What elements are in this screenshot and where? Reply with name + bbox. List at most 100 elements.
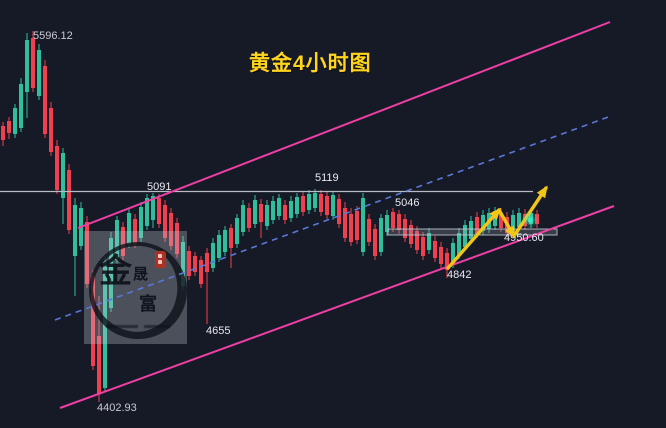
watermark-char-2: 晟 <box>133 267 149 283</box>
candle-body <box>241 205 245 232</box>
price-label: 5046 <box>395 197 419 209</box>
candle-body <box>181 242 185 286</box>
candle-body <box>217 235 221 258</box>
candle-body <box>283 205 287 220</box>
candle-body <box>277 198 281 216</box>
candle-body <box>13 108 17 134</box>
candle-body <box>325 196 329 215</box>
candle-body <box>19 84 23 128</box>
candle-body <box>511 215 515 231</box>
candle-body <box>133 219 137 244</box>
candle-body <box>211 243 215 268</box>
candle-body <box>109 238 113 308</box>
candle-body <box>373 229 377 256</box>
candle-body <box>67 170 71 230</box>
candle-body <box>253 200 257 224</box>
watermark-char-3: 富 <box>139 294 157 314</box>
candle-body <box>295 197 299 214</box>
candle-body <box>55 146 59 190</box>
candle-body <box>73 205 77 256</box>
support-zone-box[interactable] <box>387 228 558 236</box>
candle-body <box>61 153 65 198</box>
candle-body <box>313 193 317 208</box>
price-label: 4842 <box>447 269 471 281</box>
watermark-smalltext-right <box>144 325 170 328</box>
candle-body <box>337 199 341 224</box>
candle-body <box>499 213 503 228</box>
candle-body <box>265 205 269 226</box>
candle-body <box>289 201 293 218</box>
candle-body <box>319 194 323 212</box>
candle-body <box>115 220 119 260</box>
price-label: 5091 <box>147 181 171 193</box>
candle-body <box>49 108 53 152</box>
candle-body <box>259 204 263 222</box>
watermark-red-seal-icon <box>155 251 166 268</box>
candle-body <box>175 223 179 254</box>
candle-body <box>421 237 425 256</box>
forecast-down-2-arrowhead <box>505 225 516 239</box>
candle-body <box>1 126 5 140</box>
candle-body <box>169 213 173 246</box>
candle-body <box>439 247 443 264</box>
candle-body <box>247 208 251 228</box>
candle-body <box>271 201 275 220</box>
forecast-up-3-arrowhead <box>536 185 548 199</box>
candle-body <box>121 227 125 256</box>
candle-body <box>307 194 311 210</box>
watermark-char-main: 金 <box>99 254 132 290</box>
channel-upper-trendline[interactable] <box>77 21 611 229</box>
candle-body <box>43 66 47 134</box>
analyst-watermark: 金 晟 富 <box>78 231 198 350</box>
candle-body <box>91 276 95 366</box>
candle-body <box>331 195 335 216</box>
price-label: 4655 <box>206 325 230 337</box>
candle-body <box>151 196 155 220</box>
candle-body <box>415 231 419 250</box>
candle-body <box>85 222 89 284</box>
candle-body <box>535 214 539 224</box>
candle-body <box>427 233 431 250</box>
candle-body <box>103 262 107 388</box>
candle-body <box>97 336 101 394</box>
candle-body <box>223 230 227 252</box>
watermark-smalltext-left <box>106 325 138 328</box>
candle-body <box>517 213 521 227</box>
price-label: 4402.93 <box>97 402 137 414</box>
candle-body <box>445 253 449 270</box>
page-title: 黄金4小时图 <box>249 52 372 75</box>
candle-body <box>187 251 191 276</box>
forecast-up-1-arrow <box>446 208 501 270</box>
candle-body <box>343 208 347 238</box>
candle-body <box>451 243 455 264</box>
candle-body <box>361 198 365 252</box>
candle-body <box>37 50 41 96</box>
candle-body <box>457 233 461 255</box>
forecast-up-3-arrow <box>514 186 548 235</box>
candle-body <box>385 215 389 232</box>
candle-body <box>349 214 353 242</box>
candle-body <box>31 38 35 88</box>
glow-dot <box>527 217 533 223</box>
candle-body <box>127 213 131 244</box>
candle-body <box>25 40 29 92</box>
candle-body <box>163 205 167 238</box>
candle-body <box>463 225 467 247</box>
candle-body <box>157 198 161 224</box>
candle-body <box>469 221 473 239</box>
candle-body <box>301 196 305 212</box>
candle-body <box>379 218 383 252</box>
candle-body <box>493 211 497 226</box>
candle-body <box>433 241 437 258</box>
channel-lower-trendline[interactable] <box>59 205 615 409</box>
candle-body <box>397 214 401 230</box>
candle-body <box>355 211 359 240</box>
candle-body <box>139 207 143 238</box>
candle-body <box>475 217 479 234</box>
candle-body <box>367 219 371 242</box>
candle-body <box>229 228 233 248</box>
candle-body <box>199 260 203 284</box>
